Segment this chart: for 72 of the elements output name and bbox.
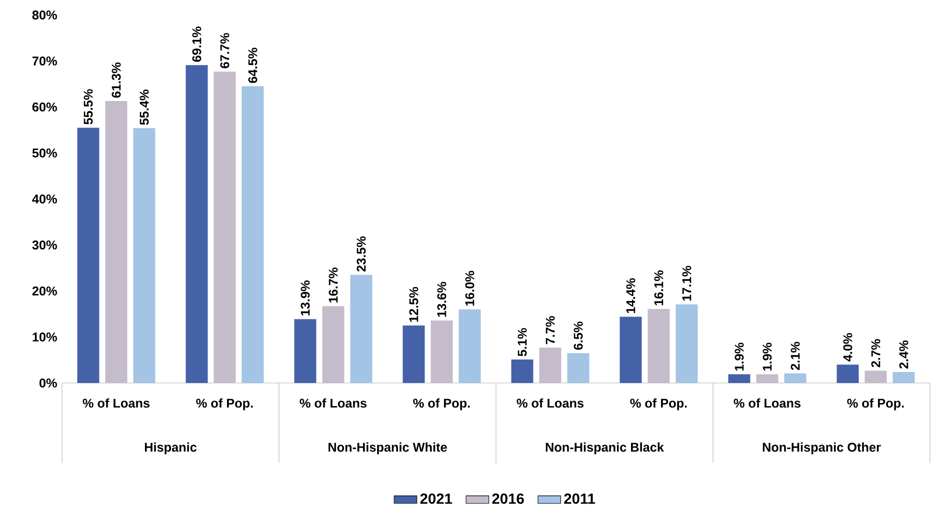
y-tick-label: 70% [32,56,57,66]
bar [676,304,698,383]
bar [511,360,534,383]
data-label: 6.5% [574,322,583,350]
y-tick-label: 0% [39,378,57,388]
y-tick-label: 30% [32,240,57,250]
data-label: 14.4% [626,278,636,314]
bar [567,353,590,383]
bar [242,86,264,383]
bar [458,309,481,383]
data-label: 16.1% [654,270,664,306]
data-label: 12.5% [409,286,418,322]
y-tick-label: 50% [32,148,57,158]
bar [105,101,128,383]
legend-label: 2021 [420,493,452,504]
bar [186,65,208,383]
bar [539,348,562,383]
data-label: 2.7% [871,339,880,368]
data-label: 69.1% [192,26,202,62]
bar [214,72,236,383]
data-label: 5.1% [518,328,527,356]
bar [350,274,372,383]
data-label: 61.3% [112,62,121,98]
x-tick-label: % of Loans [82,398,150,408]
bar [836,364,859,383]
bar [756,374,778,383]
data-label: 23.5% [356,236,366,272]
bar [648,308,670,383]
data-label: 16.0% [465,270,474,306]
text: Non-Hispanic White [328,442,447,454]
bar [784,373,806,383]
data-label: 13.6% [437,282,446,317]
data-label: 1.9% [762,342,772,371]
data-label: 7.7% [546,316,555,344]
x-tick-label: % of Pop. [847,398,904,410]
data-label: 13.9% [300,280,310,316]
data-label: 1.9% [734,342,744,371]
legend-label: 2011 [564,493,596,504]
bar [864,370,887,383]
x-tick-label: % of Loans [734,398,800,408]
bar [77,128,100,383]
data-label: 4.0% [843,333,852,362]
bar [430,320,453,383]
y-tick-label: 60% [32,102,57,112]
text: Non-Hispanic Other [762,442,881,454]
x-tick-label: % of Pop. [413,398,470,410]
data-label: 17.1% [682,266,692,301]
data-label: 64.5% [248,48,258,83]
data-label: 16.7% [328,268,338,302]
y-tick-label: 40% [32,194,57,204]
bar [133,128,156,383]
bar [892,372,915,383]
y-tick-label: 20% [32,286,57,296]
data-label: 2.4% [899,340,908,369]
y-tick-label: 80% [32,10,57,20]
bar [322,306,344,383]
x-tick-label: % of Pop. [630,398,687,410]
bar [728,374,750,383]
x-tick-label: % of Loans [516,398,584,408]
bar [620,316,642,383]
text: Hispanic [144,442,197,454]
x-tick-label: % of Pop. [196,398,253,410]
data-label: 2.1% [790,342,800,370]
text: Non-Hispanic Black [546,442,664,454]
data-label: 55.5% [84,89,93,124]
data-label: 67.7% [220,33,230,68]
y-tick-label: 10% [32,332,57,342]
bar [294,319,316,383]
data-label: 55.4% [140,90,149,125]
legend-label: 2016 [492,493,524,504]
bar [402,326,425,383]
x-tick-label: % of Loans [300,398,367,408]
